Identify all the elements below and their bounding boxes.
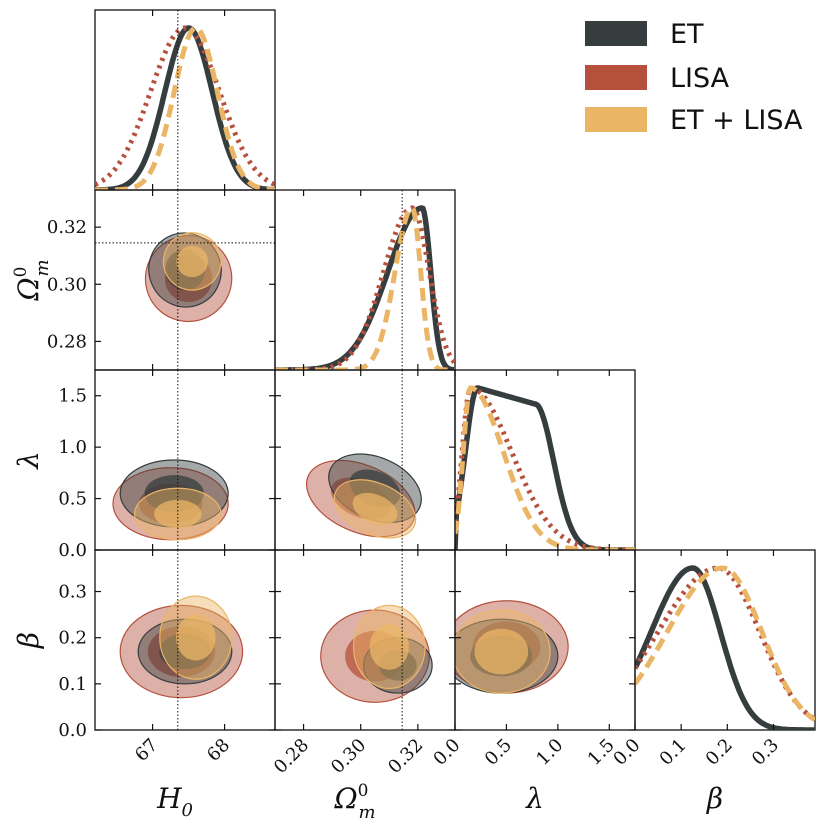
- x-tick-label-lambda: 0.0: [429, 735, 464, 770]
- legend: ET LISA ET + LISA: [585, 19, 803, 136]
- y-axis-label-beta: β: [12, 632, 45, 649]
- contour-panel-lambda-vs-Om: [274, 369, 456, 551]
- marginal-beta-lisa: [635, 565, 815, 722]
- contour-panel-Om-vs-H0: [94, 189, 276, 371]
- x-tick-label-Om: 0.28: [270, 735, 313, 778]
- legend-swatch-et-lisa: [585, 107, 647, 132]
- contour-68-et-lisa: [176, 614, 216, 661]
- x-tick-label-lambda: 0.5: [481, 735, 516, 770]
- marginal-H0-et-lisa: [95, 25, 275, 190]
- x-axis-label-H0: H0: [156, 782, 193, 821]
- marginal-lambda-et: [455, 385, 635, 550]
- y-tick-label-lambda: 0.5: [58, 489, 87, 510]
- marginal-Om-et: [275, 205, 455, 370]
- x-tick-label-beta: 0.0: [609, 735, 644, 770]
- marginal-lambda-et-lisa: [455, 385, 635, 550]
- contour-panel-beta-vs-Om: [274, 549, 456, 731]
- y-tick-label-Om: 0.32: [47, 217, 87, 238]
- y-tick-label-beta: 0.2: [58, 628, 87, 649]
- diagonal-panel-lambda: [454, 369, 636, 551]
- contour-panel-beta-vs-lambda: [454, 549, 636, 731]
- y-tick-label-Om: 0.28: [47, 331, 87, 352]
- diagonal-panel-Om: [274, 189, 456, 371]
- legend-label-et-lisa: ET + LISA: [670, 105, 803, 136]
- y-tick-label-lambda: 0.0: [58, 540, 87, 561]
- y-tick-label-Om: 0.30: [47, 274, 87, 295]
- marginal-lambda-lisa: [455, 385, 635, 550]
- contour-68-et-lisa: [369, 624, 409, 670]
- diagonal-panel-beta: [634, 549, 816, 731]
- x-tick-label-Om: 0.30: [327, 735, 370, 778]
- marginal-beta-et: [635, 565, 815, 730]
- legend-label-et: ET: [670, 19, 704, 50]
- y-axis-label-Om: Ω0m: [11, 259, 53, 301]
- y-axis-label-lambda: λ: [12, 451, 45, 470]
- x-tick-label-Om: 0.32: [384, 735, 427, 778]
- y-tick-label-beta: 0.1: [58, 674, 87, 695]
- y-tick-label-beta: 0.0: [58, 720, 87, 741]
- x-tick-label-H0: 67: [131, 735, 162, 766]
- contour-68-et-lisa: [474, 628, 529, 675]
- x-axis-label-Om: Ω0 m: [333, 781, 375, 823]
- marginal-beta-et-lisa: [635, 565, 815, 722]
- panels-group: [94, 9, 816, 731]
- y-tick-label-beta: 0.3: [58, 582, 87, 603]
- x-axis-label-lambda: λ: [525, 782, 544, 815]
- x-axis-label-beta: β: [706, 782, 723, 815]
- contour-panel-beta-vs-H0: [94, 549, 276, 731]
- marginal-H0-lisa: [95, 25, 275, 187]
- contour-68-et-lisa: [352, 492, 398, 525]
- contour-68-et-lisa: [176, 245, 209, 278]
- legend-swatch-lisa: [585, 65, 647, 90]
- panel-frame-Om: [274, 189, 456, 371]
- panel-frame: [454, 549, 636, 731]
- diagonal-panel-H0: [94, 9, 276, 191]
- x-tick-label-beta: 0.3: [748, 735, 783, 770]
- contour-panel-lambda-vs-H0: [94, 369, 276, 551]
- legend-swatch-et: [585, 21, 647, 46]
- marginal-Om-et-lisa: [275, 205, 455, 370]
- x-tick-label-beta: 0.1: [656, 735, 691, 770]
- x-tick-label-beta: 0.2: [702, 735, 737, 770]
- x-tick-label-lambda: 1.0: [532, 735, 567, 770]
- y-tick-label-lambda: 1.0: [58, 437, 87, 458]
- x-tick-label-H0: 68: [203, 735, 234, 766]
- y-tick-label-lambda: 1.5: [58, 386, 87, 407]
- legend-label-lisa: LISA: [670, 63, 730, 94]
